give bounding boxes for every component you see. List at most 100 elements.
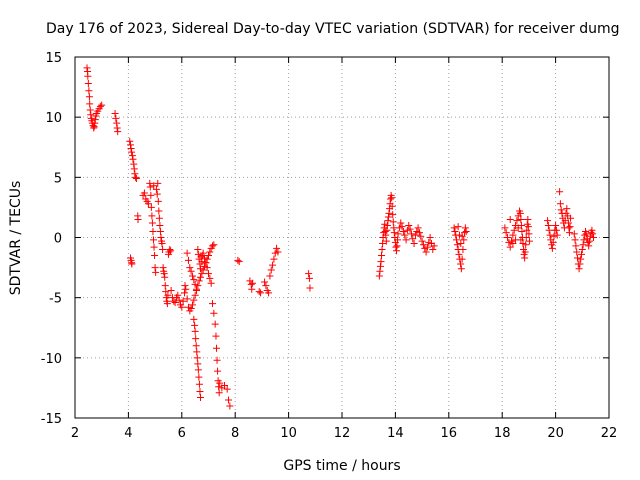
data-point — [410, 240, 418, 248]
data-point — [200, 254, 208, 262]
data-point — [458, 255, 466, 263]
data-point — [265, 289, 273, 297]
data-point — [190, 296, 198, 304]
data-point — [577, 255, 585, 263]
data-point — [517, 236, 525, 244]
data-point — [426, 234, 434, 241]
data-point — [398, 223, 406, 231]
data-point — [86, 100, 94, 108]
data-point — [567, 214, 575, 222]
data-point — [234, 256, 242, 264]
data-point — [457, 240, 465, 248]
data-point — [397, 219, 405, 227]
data-point — [458, 232, 466, 240]
data-point — [146, 179, 154, 187]
data-point — [382, 237, 390, 245]
data-point — [144, 200, 152, 208]
data-point — [384, 217, 392, 225]
data-point — [210, 309, 218, 317]
data-point — [556, 188, 564, 196]
data-point — [91, 116, 99, 124]
data-point — [170, 297, 178, 305]
data-point — [149, 227, 157, 235]
data-point — [274, 248, 282, 256]
data-point — [191, 327, 199, 335]
data-point — [223, 385, 231, 393]
data-point — [399, 227, 407, 235]
data-point — [462, 227, 470, 235]
data-point — [84, 72, 92, 80]
data-point — [590, 234, 598, 241]
data-point — [167, 247, 175, 255]
data-point — [514, 224, 522, 232]
data-point — [552, 226, 560, 234]
data-point — [132, 173, 140, 181]
data-point — [207, 279, 215, 287]
data-point — [160, 270, 168, 278]
data-point — [273, 244, 281, 252]
data-point — [411, 231, 419, 239]
x-tick-label: 2 — [71, 426, 79, 441]
data-point — [98, 101, 106, 109]
data-point — [148, 219, 156, 227]
data-point — [553, 231, 561, 239]
data-point — [544, 221, 552, 229]
data-point — [85, 87, 93, 95]
data-point — [518, 227, 526, 235]
data-point — [510, 226, 518, 234]
data-point — [393, 242, 401, 250]
data-point — [187, 267, 195, 275]
data-point — [127, 141, 135, 149]
data-point — [522, 241, 530, 249]
data-point — [86, 106, 94, 114]
data-point — [180, 289, 188, 297]
data-point — [129, 155, 137, 163]
data-point — [506, 215, 514, 223]
data-point — [114, 128, 122, 136]
data-point — [153, 190, 161, 198]
data-point — [388, 194, 396, 202]
data-point — [203, 264, 211, 272]
data-point — [113, 119, 121, 127]
x-tick-label: 12 — [334, 426, 351, 441]
data-point — [196, 388, 204, 396]
data-point — [205, 270, 212, 278]
data-point — [517, 215, 525, 223]
data-point — [195, 373, 203, 381]
data-point — [161, 273, 169, 281]
data-point — [579, 241, 587, 249]
data-point — [546, 231, 554, 239]
data-point — [96, 102, 104, 110]
data-point — [521, 248, 529, 256]
data-point — [156, 227, 164, 235]
data-point — [161, 282, 169, 290]
data-point — [383, 226, 391, 234]
data-point — [461, 224, 469, 232]
data-point — [212, 332, 220, 340]
data-point — [586, 237, 594, 245]
data-point — [152, 185, 160, 193]
data-point — [158, 240, 166, 248]
data-point — [195, 380, 203, 388]
data-point — [262, 282, 270, 290]
data-point — [91, 119, 99, 127]
data-point — [415, 229, 423, 237]
data-point — [191, 280, 199, 288]
data-point — [376, 262, 384, 270]
data-point — [249, 279, 257, 287]
data-point — [266, 272, 274, 280]
data-point — [422, 248, 430, 256]
data-point — [247, 280, 255, 288]
data-point — [402, 236, 410, 244]
data-point — [167, 286, 175, 294]
x-tick-label: 16 — [441, 426, 458, 441]
data-point — [405, 221, 413, 229]
data-point — [454, 223, 462, 231]
data-point — [248, 285, 256, 293]
y-tick-label: 10 — [45, 111, 62, 126]
data-point — [154, 179, 162, 187]
data-point — [159, 246, 167, 254]
data-point — [146, 183, 154, 191]
data-point — [580, 236, 588, 244]
data-point — [382, 231, 390, 239]
